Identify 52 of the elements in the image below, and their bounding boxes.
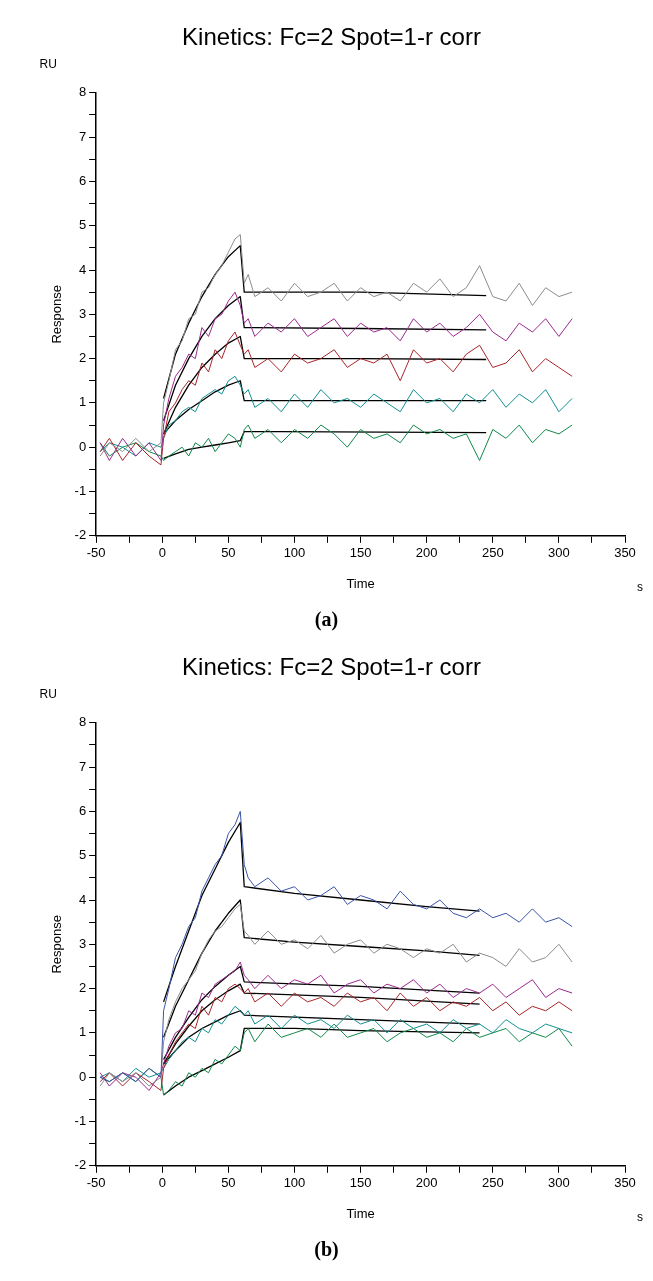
text: RU (39, 57, 57, 72)
x-tick-label: 50 (221, 1175, 236, 1191)
x-tick-label: 200 (415, 1175, 438, 1191)
y-tick-label: 4 (78, 891, 87, 907)
y-tick-label: 8 (78, 84, 87, 100)
y-tick-label: 0 (78, 438, 87, 454)
x-tick-label: 250 (481, 545, 504, 561)
y-tick-label: 7 (78, 128, 87, 144)
x-axis-title: Time (346, 1205, 375, 1221)
y-tick-label: 2 (78, 350, 87, 366)
x-tick-label: 100 (283, 545, 306, 561)
y-axis-title: Response (49, 915, 65, 974)
y-tick-label: -2 (74, 1157, 87, 1173)
y-tick-label: 5 (78, 847, 87, 863)
x-tick-label: 300 (548, 545, 570, 561)
y-tick-label: 1 (78, 1024, 87, 1040)
y-tick-label: 6 (78, 802, 87, 818)
x-tick-label: 350 (614, 545, 636, 561)
text: (b) (313, 1238, 340, 1262)
x-tick-label: 350 (614, 1175, 636, 1191)
y-tick-label: 7 (78, 758, 87, 774)
text: s (637, 580, 643, 595)
x-axis-title: Time (346, 575, 375, 591)
x-tick-label: -50 (86, 545, 106, 561)
x-tick-label: -50 (86, 1175, 106, 1191)
y-tick-label: 3 (78, 305, 87, 321)
y-tick-label: 5 (78, 217, 87, 233)
x-tick-label: 150 (349, 545, 372, 561)
y-axis-title: Response (49, 285, 65, 344)
x-tick-label: 150 (349, 1175, 372, 1191)
x-tick-label: 0 (158, 1175, 166, 1191)
y-tick-label: -2 (74, 527, 87, 543)
text: RU (39, 687, 57, 702)
x-tick-label: 0 (158, 545, 166, 561)
y-tick-label: 0 (78, 1068, 87, 1084)
y-tick-label: -1 (74, 483, 87, 499)
y-tick-label: 8 (78, 714, 87, 730)
text: (a) (313, 608, 340, 633)
x-tick-label: 100 (283, 1175, 306, 1191)
x-tick-label: 250 (481, 1175, 504, 1191)
chart-title: Kinetics: Fc=2 Spot=1-r corr (182, 23, 481, 51)
y-tick-label: -1 (74, 1113, 87, 1129)
y-tick-label: 6 (78, 172, 87, 188)
chart-title: Kinetics: Fc=2 Spot=1-r corr (182, 653, 481, 681)
x-tick-label: 50 (221, 545, 236, 561)
y-tick-label: 4 (78, 261, 87, 277)
x-tick-label: 300 (548, 1175, 570, 1191)
text: s (637, 1210, 643, 1225)
y-tick-label: 1 (78, 394, 87, 410)
y-tick-label: 3 (78, 935, 87, 951)
y-tick-label: 2 (78, 980, 87, 996)
x-tick-label: 200 (415, 545, 438, 561)
